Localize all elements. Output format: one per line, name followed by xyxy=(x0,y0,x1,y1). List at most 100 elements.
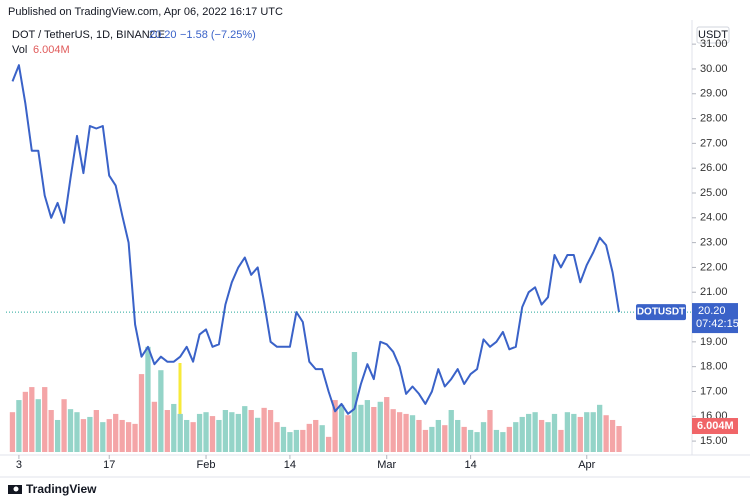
y-tick-label: 15.00 xyxy=(700,435,728,447)
y-tick-label: 29.00 xyxy=(700,88,728,100)
volume-tag-box xyxy=(692,418,738,435)
volume-bar xyxy=(125,422,132,452)
volume-bar xyxy=(616,426,622,452)
volume-bar xyxy=(526,413,532,452)
volume-bar xyxy=(100,422,106,452)
volume-bar xyxy=(584,412,590,452)
volume-bar xyxy=(274,422,280,452)
volume-bar xyxy=(171,403,177,452)
volume-bar xyxy=(442,425,448,452)
volume-bar xyxy=(564,412,571,452)
price-axis: 15.0016.0017.0018.0019.0020.0021.0022.00… xyxy=(692,38,728,447)
volume-bar xyxy=(119,419,125,452)
volume-bar xyxy=(255,417,261,452)
volume-bar xyxy=(29,387,35,452)
volume-value: 6.004M xyxy=(33,44,70,56)
volume-bar xyxy=(319,425,325,452)
y-tick-label: 25.00 xyxy=(700,187,728,199)
volume-bar xyxy=(9,412,16,452)
volume-bar xyxy=(545,422,551,452)
volume-bar xyxy=(113,413,119,452)
volume-bar xyxy=(461,426,467,452)
y-tick-label: 26.00 xyxy=(700,162,728,174)
volume-bar xyxy=(306,423,312,452)
x-tick-label: 17 xyxy=(103,459,115,471)
volume-bar xyxy=(280,426,287,452)
y-tick-label: 21.00 xyxy=(700,286,728,298)
volume-bar xyxy=(332,400,338,452)
volume-bar xyxy=(196,413,203,452)
chart-title: DOT / TetherUS, 1D, BINANCE xyxy=(12,29,165,41)
volume-bar xyxy=(377,401,383,452)
volume-bar xyxy=(203,412,209,452)
volume-legend: Vol xyxy=(12,44,27,56)
volume-bar xyxy=(403,413,409,452)
volume-bar xyxy=(229,412,235,452)
x-tick-label: Apr xyxy=(578,459,595,471)
y-tick-label: 17.00 xyxy=(700,385,728,397)
volume-bar xyxy=(151,401,158,452)
volume-bar xyxy=(487,410,493,452)
logo xyxy=(8,485,22,494)
volume-bar xyxy=(384,397,390,452)
volume-bar xyxy=(54,419,61,452)
volume-bar xyxy=(132,423,138,452)
axis-label: USDT xyxy=(698,29,728,41)
y-tick-label: 28.00 xyxy=(700,112,728,124)
y-tick-label: 30.00 xyxy=(700,63,728,75)
volume-bar xyxy=(474,432,480,452)
x-tick-label: Mar xyxy=(377,459,396,471)
volume-bar xyxy=(500,432,506,452)
y-tick-label: 27.00 xyxy=(700,137,728,149)
price-line xyxy=(11,64,620,415)
x-tick-label: 14 xyxy=(464,459,476,471)
volume-bar xyxy=(248,410,254,452)
x-tick-label: Feb xyxy=(197,459,216,471)
volume-bar xyxy=(351,352,358,452)
volume-bar xyxy=(222,410,229,452)
price-tag-box xyxy=(692,303,738,334)
volume-bar xyxy=(138,374,145,452)
volume-bar xyxy=(67,409,74,452)
volume-tag: 6.004M xyxy=(697,420,734,432)
volume-bar xyxy=(571,413,577,452)
y-tick-label: 24.00 xyxy=(700,212,728,224)
axis-label-box xyxy=(696,26,730,44)
volume-bar xyxy=(177,413,183,452)
volume-bar xyxy=(293,429,300,452)
volume-bar xyxy=(87,416,93,452)
published-note: Published on TradingView.com, Apr 06, 20… xyxy=(8,6,283,18)
volume-bar xyxy=(106,419,112,452)
countdown-tag: 07:42:15 xyxy=(696,318,739,330)
volume-bar xyxy=(609,419,616,452)
volume-bar xyxy=(190,422,196,452)
volume-bar xyxy=(429,426,435,452)
x-tick-label: 3 xyxy=(16,459,22,471)
volume-bar xyxy=(216,419,222,452)
volume-bar xyxy=(532,412,538,452)
volume-bar xyxy=(358,404,364,452)
last-price: 20.20 xyxy=(149,29,177,41)
volume-bar xyxy=(396,412,403,452)
volume-bar xyxy=(338,404,345,452)
volume-bar xyxy=(300,429,306,452)
volume-bar xyxy=(364,400,371,452)
volume-bar xyxy=(345,415,351,452)
volume-bar xyxy=(519,416,525,452)
volume-bar xyxy=(22,391,29,452)
volume-bar xyxy=(267,410,274,452)
volume-bar xyxy=(590,412,596,452)
volume-bar xyxy=(409,415,416,452)
volume-bar xyxy=(74,412,80,452)
volume-bar xyxy=(242,406,248,452)
y-tick-label: 22.00 xyxy=(700,261,728,273)
volume-bar xyxy=(551,413,558,452)
volume-bar xyxy=(577,416,583,452)
volume-bar xyxy=(325,436,332,452)
volume-bar xyxy=(158,370,164,452)
volume-bar xyxy=(493,429,500,452)
volume-bar xyxy=(184,419,190,452)
volume-bar xyxy=(209,416,216,452)
volume-bar xyxy=(480,422,487,452)
